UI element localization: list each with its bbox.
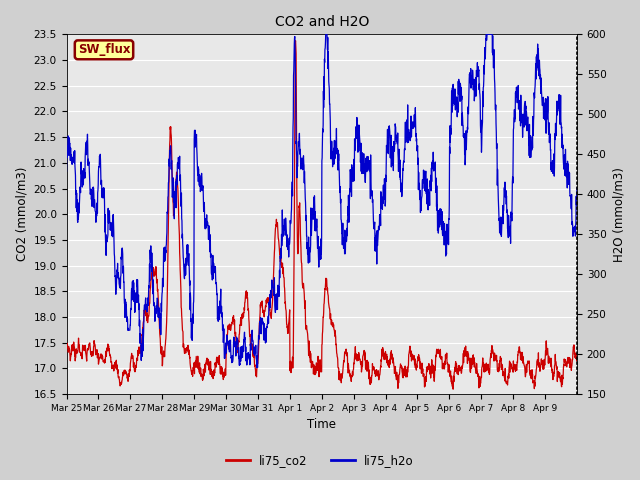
Title: CO2 and H2O: CO2 and H2O bbox=[275, 15, 369, 29]
Legend: li75_co2, li75_h2o: li75_co2, li75_h2o bbox=[221, 449, 419, 472]
Y-axis label: H2O (mmol/m3): H2O (mmol/m3) bbox=[612, 167, 625, 262]
Text: SW_flux: SW_flux bbox=[77, 43, 131, 56]
Y-axis label: CO2 (mmol/m3): CO2 (mmol/m3) bbox=[15, 167, 28, 262]
X-axis label: Time: Time bbox=[307, 419, 336, 432]
